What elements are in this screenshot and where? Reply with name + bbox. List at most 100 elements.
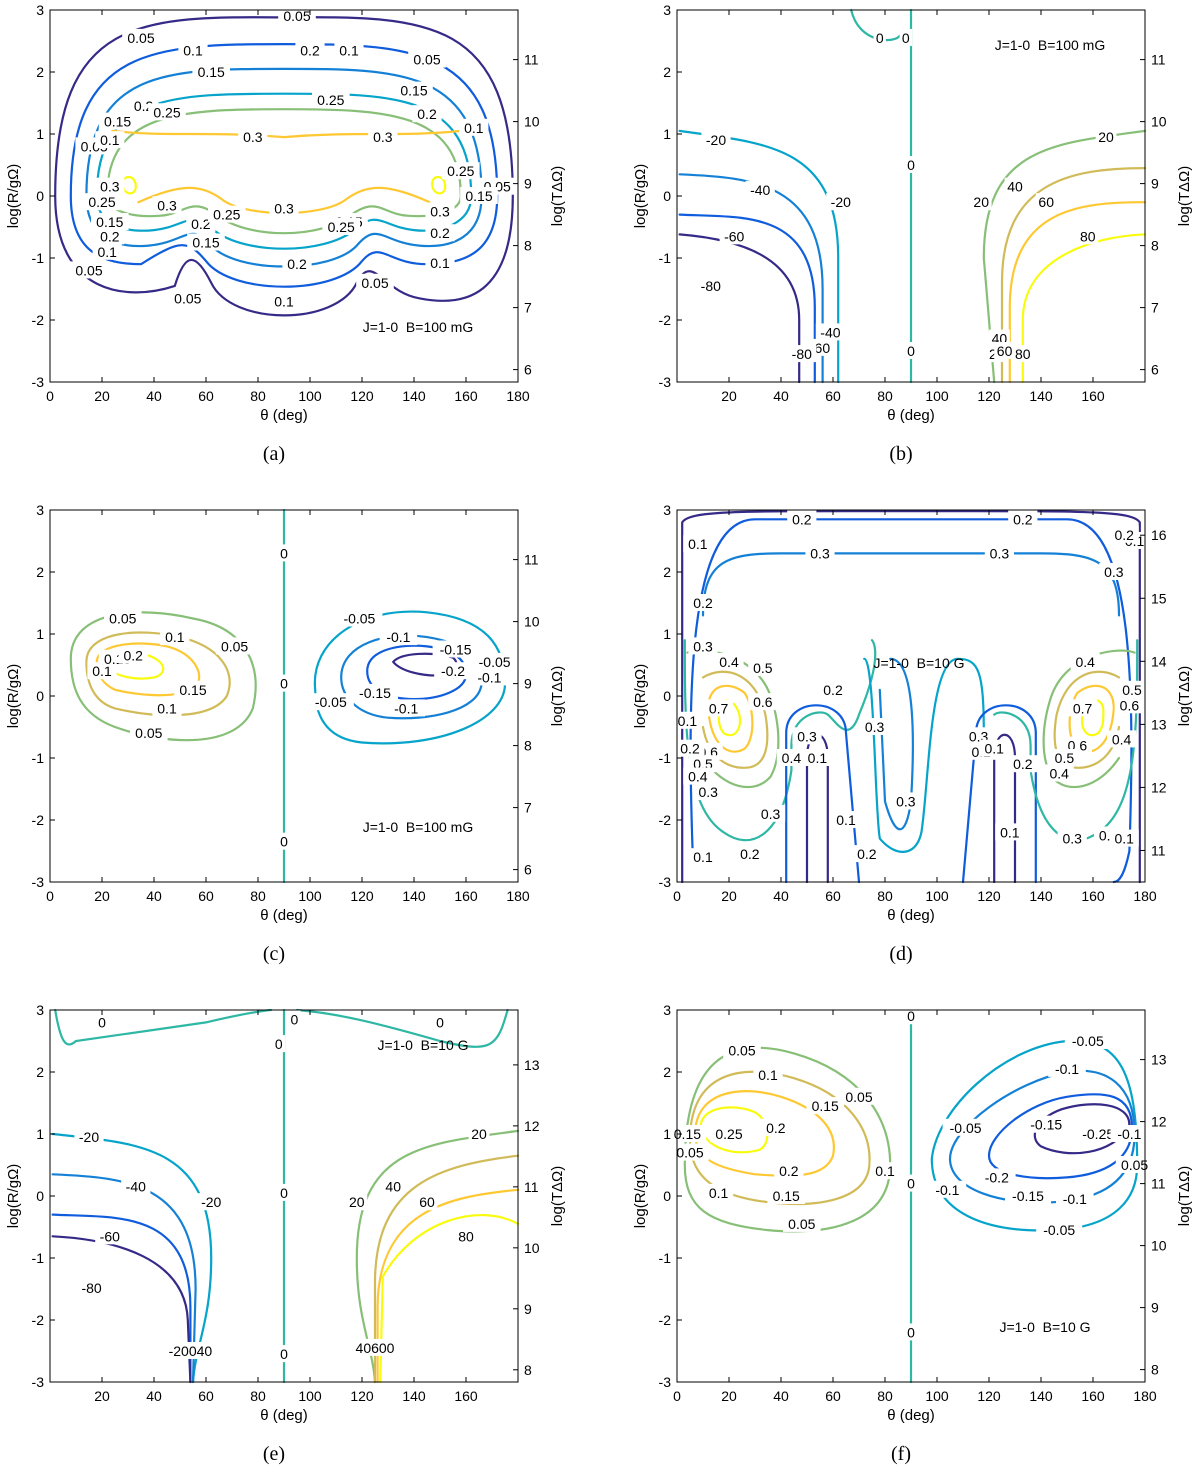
contour-label: 0.2: [430, 225, 450, 241]
panel-annotation: J=1-0 B=100 mG: [363, 819, 474, 835]
contour-line: [106, 108, 462, 235]
contour-label: 0.05: [413, 52, 440, 68]
y-tick-label: -2: [659, 1312, 672, 1328]
x-tick-label: 80: [877, 888, 893, 904]
contour-label-bg: [152, 699, 182, 717]
contour-label-bg: [970, 193, 992, 211]
contour-label: 0.6: [753, 694, 773, 710]
contour-label: 0: [436, 1014, 444, 1030]
contour-label-bg: [272, 1035, 285, 1053]
y2-tick-label: 7: [524, 800, 532, 816]
contour-label-bg: [815, 323, 845, 341]
contour-label: -40: [750, 182, 770, 198]
y2-tick-label: 11: [524, 1179, 539, 1195]
contour-label: -40: [820, 324, 840, 340]
contour-label-bg: [307, 693, 354, 711]
contour-label: 0.15: [812, 1098, 839, 1114]
contour-label-bg: [433, 1013, 447, 1031]
x-tick-label: 120: [350, 388, 374, 404]
contour-label-bg: [1048, 1059, 1086, 1077]
contour-label: 0.3: [430, 204, 450, 220]
contour-label-bg: [693, 783, 723, 801]
y2-tick-label: 9: [1151, 176, 1159, 192]
contour-label-bg: [1095, 128, 1117, 146]
contour-label-bg: [70, 261, 108, 279]
y-tick-label: 1: [663, 1126, 671, 1142]
x-tick-label: 60: [825, 888, 841, 904]
contour-line: [681, 510, 1141, 884]
contour-label-bg: [163, 1342, 218, 1359]
contour-label-bg: [904, 1174, 918, 1192]
contour-label-bg: [92, 242, 122, 260]
contour-line: [431, 175, 447, 195]
y2-axis-label: log(TΔΩ): [549, 666, 566, 726]
x-tick-label: 160: [1081, 888, 1105, 904]
x-tick-label: 40: [773, 888, 789, 904]
contour-label-bg: [160, 628, 190, 646]
y2-tick-label: 13: [524, 1057, 540, 1073]
y-tick-label: 1: [36, 1126, 44, 1142]
y2-tick-label: 9: [1151, 1300, 1159, 1316]
y-tick-label: 2: [663, 64, 671, 80]
contour-label-bg: [1036, 1221, 1083, 1239]
contour-label: 0.1: [274, 293, 294, 309]
contour-label-bg: [904, 342, 918, 359]
y2-tick-label: 11: [1151, 1176, 1166, 1192]
y2-tick-label: 9: [524, 1301, 532, 1317]
contour-label: 0.5: [753, 660, 773, 676]
contour-label-bg: [356, 273, 394, 291]
panel-e: 000 000-20-20-40-60-80-200402020406080406…: [5, 1002, 566, 1465]
contour-label-bg: [1109, 525, 1139, 543]
y2-tick-label: 6: [524, 862, 532, 878]
contour-label: -60: [100, 1228, 120, 1244]
y-tick-label: -1: [32, 1250, 45, 1266]
contour-label-bg: [787, 345, 817, 363]
contour-labels-b: -20-20-40-40-60-60-80-800000202020404060…: [696, 28, 1117, 363]
contour-label-bg: [787, 510, 817, 528]
y-tick-label: 2: [36, 1064, 44, 1080]
panel-c: 0.050.050.050.10.10.10.150.150.2000-0.05…: [5, 502, 566, 965]
panel-b: -20-20-40-40-60-60-80-800000202020404060…: [632, 2, 1193, 465]
x-tick-label: 40: [146, 888, 162, 904]
y-tick-label: 0: [36, 1188, 44, 1204]
y2-tick-label: 11: [1151, 842, 1166, 858]
contour-label-bg: [767, 1187, 805, 1204]
contour-label: 0.3: [243, 129, 263, 145]
contour-label: 0.4: [1112, 731, 1132, 747]
y-tick-label: 2: [36, 64, 44, 80]
contour-label: 0.3: [1104, 564, 1124, 580]
contour-label: 0.1: [688, 536, 708, 552]
x-tick-label: 80: [250, 388, 266, 404]
contour-label-bg: [336, 609, 383, 627]
x-tick-label: 120: [977, 888, 1001, 904]
contour-line: [707, 684, 754, 753]
contour-label: -0.15: [440, 642, 472, 658]
contour-label-bg: [238, 128, 268, 146]
contour-label-bg: [312, 90, 350, 108]
x-tick-label: 160: [1081, 388, 1105, 404]
contour-label: -0.05: [1072, 1033, 1104, 1049]
x-tick-label: 20: [94, 388, 110, 404]
y-axis: -3 -2 -1 0 1 2 3: [659, 2, 682, 390]
x-tick-label: 80: [250, 888, 266, 904]
x-tick-label: 40: [146, 388, 162, 404]
contour-line: [1021, 233, 1147, 384]
contour-label-bg: [995, 823, 1025, 841]
contour-label: 0: [98, 1014, 106, 1030]
y2-tick-label: 7: [1151, 300, 1159, 316]
contour-label: 0.2: [1013, 756, 1033, 772]
x-tick-label: 60: [198, 1388, 214, 1404]
y2-tick-label: 9: [524, 176, 532, 192]
x-tick-label: 20: [721, 388, 737, 404]
contour-label-bg: [121, 1177, 151, 1195]
y-tick-label: -1: [659, 1250, 672, 1266]
x-tick-label: 140: [1029, 888, 1053, 904]
contour-label-bg: [1114, 696, 1144, 714]
x-tick-label: 0: [46, 388, 54, 404]
y-axis-label: log(R/gΩ): [632, 164, 649, 229]
contour-label-bg: [688, 637, 718, 655]
contour-label: 0.05: [75, 262, 102, 278]
contour-label: 0.15: [400, 83, 427, 99]
contour-label-bg: [1057, 829, 1087, 847]
x-axis-label: θ (deg): [887, 907, 935, 924]
